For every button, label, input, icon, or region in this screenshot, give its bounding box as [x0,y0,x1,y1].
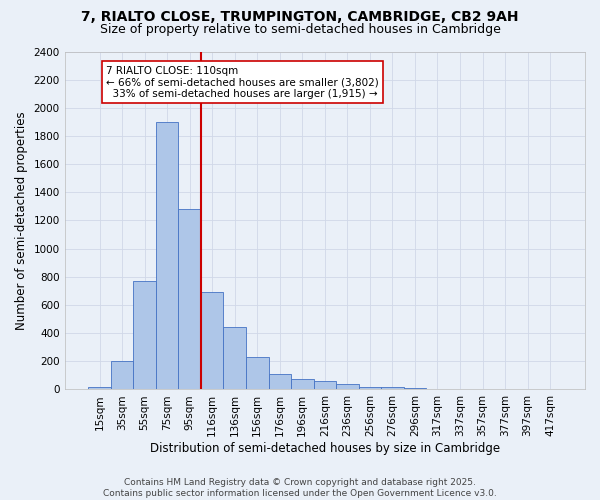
Bar [381,388,404,390]
Bar [133,281,156,390]
Bar [246,357,269,390]
Text: Size of property relative to semi-detached houses in Cambridge: Size of property relative to semi-detach… [100,22,500,36]
Text: 7 RIALTO CLOSE: 110sqm
← 66% of semi-detached houses are smaller (3,802)
  33% o: 7 RIALTO CLOSE: 110sqm ← 66% of semi-det… [106,66,379,99]
X-axis label: Distribution of semi-detached houses by size in Cambridge: Distribution of semi-detached houses by … [150,442,500,455]
Bar [291,379,314,390]
Text: 7, RIALTO CLOSE, TRUMPINGTON, CAMBRIDGE, CB2 9AH: 7, RIALTO CLOSE, TRUMPINGTON, CAMBRIDGE,… [81,10,519,24]
Bar [404,388,426,390]
Y-axis label: Number of semi-detached properties: Number of semi-detached properties [15,111,28,330]
Bar [201,292,223,390]
Bar [111,362,133,390]
Bar [426,389,449,390]
Bar [88,386,111,390]
Text: Contains HM Land Registry data © Crown copyright and database right 2025.
Contai: Contains HM Land Registry data © Crown c… [103,478,497,498]
Bar [336,384,359,390]
Bar [314,381,336,390]
Bar [156,122,178,390]
Bar [178,209,201,390]
Bar [269,374,291,390]
Bar [223,328,246,390]
Bar [359,386,381,390]
